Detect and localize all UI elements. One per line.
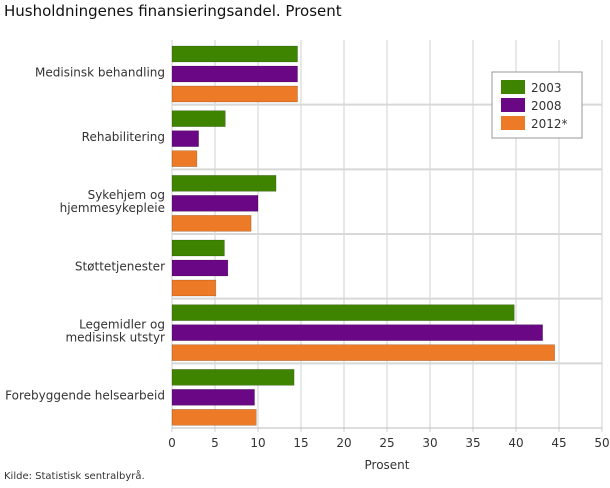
bar-2012-4: [171, 344, 556, 361]
category-label: Legemidler og: [79, 318, 165, 332]
legend-label: 2008: [531, 99, 562, 113]
x-axis-title: Prosent: [365, 458, 410, 472]
x-tick-label: 30: [422, 436, 437, 450]
category-label: Forebyggende helsearbeid: [5, 389, 165, 403]
x-tick-label: 5: [211, 436, 219, 450]
bar-2008-4: [171, 324, 543, 341]
x-tick-label: 15: [293, 436, 308, 450]
x-tick-label: 20: [336, 436, 351, 450]
x-tick-label: 40: [508, 436, 523, 450]
bar-2008-0: [171, 65, 298, 83]
x-tick-label: 35: [465, 436, 480, 450]
bar-2003-5: [171, 369, 295, 386]
x-tick-label: 50: [594, 436, 609, 450]
category-label: medisinsk utstyr: [65, 331, 165, 345]
x-tick-label: 45: [551, 436, 566, 450]
bar-2008-1: [171, 130, 199, 147]
x-tick-label: 10: [250, 436, 265, 450]
chart-title: Husholdningenes finansieringsandel. Pros…: [4, 2, 342, 20]
legend-swatch-2003: [501, 80, 525, 94]
category-label: hjemmesykepleie: [60, 201, 165, 215]
category-label: Sykehjem og: [88, 188, 165, 202]
bar-2012-1: [171, 150, 198, 167]
legend-label: 2012*: [531, 117, 568, 131]
bar-2008-2: [171, 195, 259, 212]
category-label: Rehabilitering: [82, 130, 165, 144]
bar-2012-5: [171, 409, 257, 426]
bar-2003-2: [171, 175, 277, 192]
legend-label: 2003: [531, 81, 562, 95]
bar-2003-1: [171, 110, 226, 127]
bar-2003-4: [171, 304, 515, 321]
category-label: Støttetjenester: [75, 259, 165, 273]
source-note: Kilde: Statistisk sentralbyrå.: [4, 471, 145, 482]
bar-2012-2: [171, 215, 252, 232]
x-tick-label: 25: [379, 436, 394, 450]
x-tick-label: 0: [168, 436, 176, 450]
bar-2012-0: [171, 85, 298, 103]
bar-2012-3: [171, 279, 217, 297]
bar-2008-5: [171, 389, 255, 406]
bar-2008-3: [171, 259, 229, 277]
legend-swatch-2008: [501, 98, 525, 112]
legend-swatch-2012: [501, 116, 525, 130]
bar-2003-3: [171, 239, 225, 257]
category-label: Medisinsk behandling: [35, 65, 165, 79]
bar-2003-0: [171, 45, 298, 63]
